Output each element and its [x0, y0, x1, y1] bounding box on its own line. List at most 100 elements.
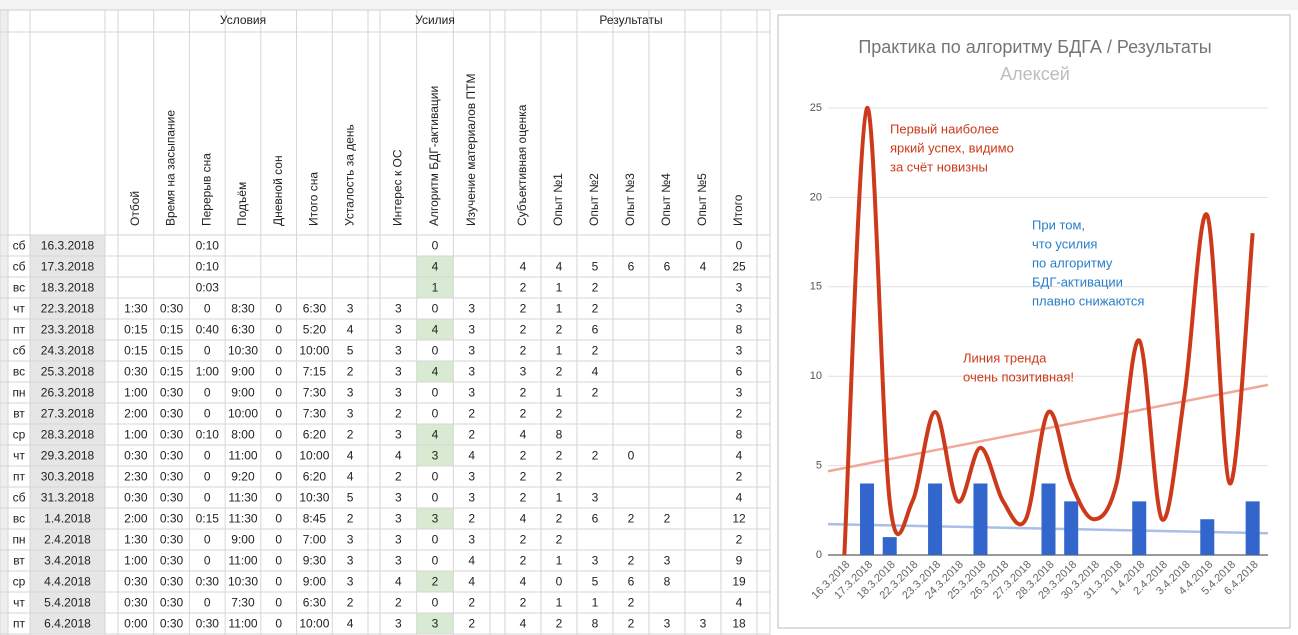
value-cell: 1 — [556, 596, 563, 610]
value-cell: 0:30 — [160, 554, 184, 568]
value-cell: 1:00 — [124, 554, 148, 568]
highlight-cell — [416, 361, 454, 382]
value-cell: 0 — [556, 575, 563, 589]
chart-title: Практика по алгоритму БДГА / Результаты — [858, 37, 1211, 57]
value-cell: 9:00 — [231, 533, 255, 547]
column-header: Опыт №1 — [551, 173, 565, 226]
value-cell: 3 — [395, 386, 402, 400]
value-cell: 1 — [432, 281, 439, 295]
value-cell: 2:30 — [124, 470, 148, 484]
value-cell: 0 — [432, 302, 439, 316]
value-cell: 0:30 — [124, 449, 148, 463]
value-cell: 3 — [736, 281, 743, 295]
value-cell: 2 — [520, 407, 527, 421]
value-cell: 0:15 — [124, 344, 148, 358]
value-cell: 4 — [432, 323, 439, 337]
highlight-cell — [416, 319, 454, 340]
weekday-cell: сб — [13, 260, 26, 274]
value-cell: 1 — [556, 281, 563, 295]
value-cell: 3 — [468, 344, 475, 358]
value-cell: 0:30 — [124, 491, 148, 505]
value-cell: 0:30 — [160, 302, 184, 316]
column-header: Субъективная оценка — [515, 104, 529, 226]
value-cell: 3 — [395, 344, 402, 358]
value-cell: 4 — [736, 449, 743, 463]
value-cell: 2 — [468, 428, 475, 442]
value-cell: 2 — [520, 449, 527, 463]
value-cell: 0:15 — [160, 365, 184, 379]
value-cell: 0:15 — [124, 323, 148, 337]
date-cell: 17.3.2018 — [41, 260, 95, 274]
value-cell: 2 — [520, 344, 527, 358]
value-cell: 0:15 — [196, 512, 220, 526]
weekday-cell: пн — [12, 386, 25, 400]
value-cell: 0:10 — [196, 428, 220, 442]
value-cell: 0 — [275, 302, 282, 316]
value-cell: 3 — [520, 365, 527, 379]
value-cell: 10:30 — [299, 491, 329, 505]
value-cell: 0 — [432, 491, 439, 505]
value-cell: 0:03 — [196, 281, 220, 295]
value-cell: 7:30 — [231, 596, 255, 610]
highlight-cell — [416, 571, 454, 592]
value-cell: 3 — [432, 617, 439, 631]
weekday-cell: чт — [13, 596, 25, 610]
value-cell: 3 — [347, 386, 354, 400]
trend-line — [827, 383, 1269, 473]
value-cell: 6 — [628, 575, 635, 589]
value-cell: 3 — [468, 491, 475, 505]
value-cell: 0 — [204, 407, 211, 421]
value-cell: 4 — [347, 449, 354, 463]
value-cell: 11:30 — [228, 512, 257, 526]
value-cell: 2 — [628, 554, 635, 568]
value-cell: 4 — [556, 260, 563, 274]
value-cell: 2 — [736, 533, 743, 547]
weekday-cell: ср — [13, 575, 26, 589]
weekday-cell: вт — [13, 407, 25, 421]
value-cell: 2 — [520, 491, 527, 505]
value-cell: 3 — [347, 554, 354, 568]
value-cell: 2 — [664, 512, 671, 526]
column-letter-bar — [0, 0, 1298, 10]
value-cell: 0:30 — [160, 617, 184, 631]
value-cell: 2 — [520, 554, 527, 568]
line — [842, 105, 1255, 556]
value-cell: 3 — [592, 491, 599, 505]
value-cell: 2 — [432, 575, 439, 589]
value-cell: 3 — [468, 470, 475, 484]
value-cell: 0:30 — [160, 533, 184, 547]
date-cell: 28.3.2018 — [41, 428, 95, 442]
weekday-cell: чт — [13, 449, 25, 463]
highlight-cell — [416, 445, 454, 466]
highlight-cell — [416, 613, 454, 634]
group-header: Результаты — [599, 13, 662, 27]
value-cell: 6:30 — [231, 323, 255, 337]
bar — [1041, 483, 1056, 555]
value-cell: 7:30 — [303, 386, 327, 400]
value-cell: 0 — [275, 386, 282, 400]
value-cell: 6:30 — [303, 596, 327, 610]
value-cell: 10:00 — [299, 449, 329, 463]
value-cell: 0 — [204, 344, 211, 358]
value-cell: 11:00 — [228, 617, 257, 631]
date-cell: 24.3.2018 — [41, 344, 95, 358]
value-cell: 2 — [628, 617, 635, 631]
date-cell: 26.3.2018 — [41, 386, 95, 400]
value-cell: 2 — [556, 470, 563, 484]
value-cell: 12 — [732, 512, 746, 526]
value-cell: 0 — [275, 365, 282, 379]
value-cell: 0 — [275, 596, 282, 610]
value-cell: 0:30 — [124, 575, 148, 589]
value-cell: 0:30 — [124, 596, 148, 610]
column-header: Итого — [731, 194, 745, 226]
value-cell: 8 — [736, 323, 743, 337]
value-cell: 2 — [592, 386, 599, 400]
value-cell: 7:30 — [303, 407, 327, 421]
value-cell: 0 — [204, 386, 211, 400]
column-header: Опыт №2 — [587, 173, 601, 226]
value-cell: 3 — [664, 617, 671, 631]
value-cell: 6:20 — [303, 470, 327, 484]
value-cell: 10:30 — [228, 575, 258, 589]
value-cell: 0:30 — [160, 407, 184, 421]
value-cell: 0 — [275, 449, 282, 463]
